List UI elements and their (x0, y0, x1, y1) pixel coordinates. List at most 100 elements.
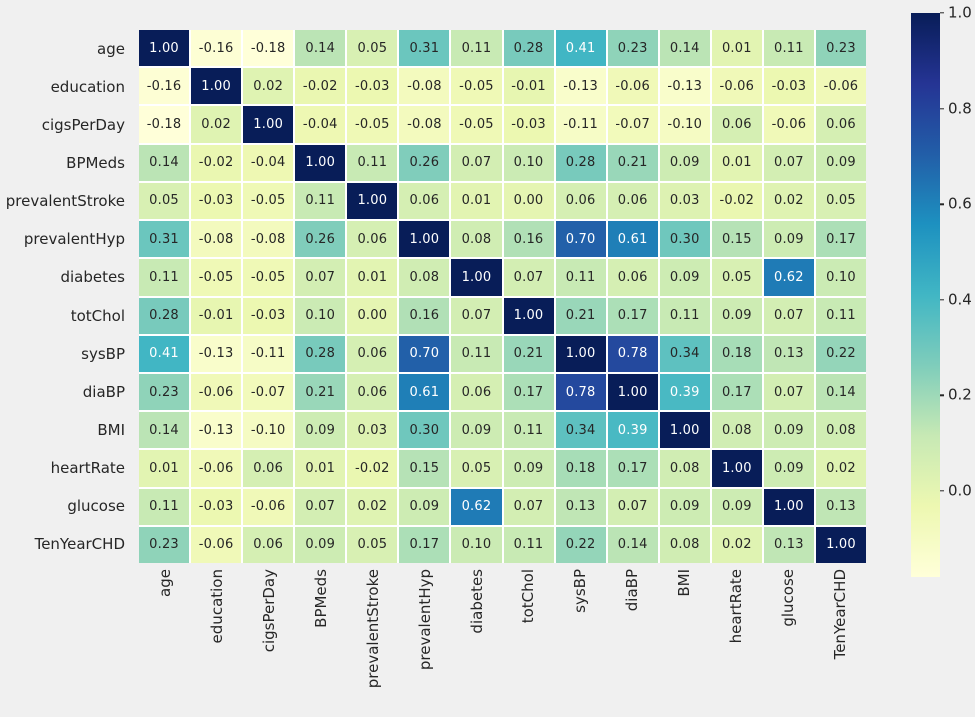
heatmap-cell: 0.02 (347, 488, 398, 525)
heatmap-cell: 0.18 (711, 335, 762, 372)
heatmap-cell: 0.09 (763, 450, 814, 487)
heatmap-cell: 0.17 (711, 373, 762, 411)
heatmap-cell: 0.13 (763, 526, 814, 563)
heatmap-cell: -0.03 (763, 68, 814, 105)
heatmap-grid: 1.00 -0.16 -0.18 0.14 0.05 0.31 0.11 0.28 0.41 0.… (139, 30, 866, 563)
heatmap-cell: 0.07 (451, 144, 502, 181)
heatmap-cell: 0.05 (451, 450, 502, 487)
heatmap-cell: -0.13 (555, 68, 606, 105)
heatmap-cell: -0.01 (191, 297, 242, 334)
heatmap-cell: 1.00 (555, 335, 606, 372)
heatmap-cell: 0.05 (815, 182, 866, 220)
heatmap-cell: 0.34 (659, 335, 710, 372)
colorbar-gradient (911, 13, 940, 577)
colorbar-tick-mark (940, 299, 944, 301)
heatmap-cell: 0.26 (295, 221, 346, 258)
heatmap-cell: 0.01 (295, 450, 346, 487)
heatmap-cell: 0.31 (399, 30, 450, 67)
heatmap-cell: 0.23 (139, 373, 190, 411)
heatmap-cell: 0.09 (659, 259, 710, 296)
heatmap-cell: -0.13 (191, 335, 242, 372)
heatmap-cell: -0.18 (139, 106, 190, 143)
heatmap-cell: -0.11 (555, 106, 606, 143)
heatmap-cell: -0.02 (711, 182, 762, 220)
heatmap-cell: 0.00 (503, 182, 554, 220)
heatmap-cell: 1.00 (243, 106, 294, 143)
heatmap-cell: 0.30 (659, 221, 710, 258)
heatmap-cell: 0.08 (711, 412, 762, 449)
heatmap-cell: 0.11 (139, 259, 190, 296)
heatmap-cell: 0.28 (295, 335, 346, 372)
heatmap-cell: -0.05 (243, 259, 294, 296)
heatmap-cell: 0.17 (607, 450, 658, 487)
heatmap-cell: 0.21 (295, 373, 346, 411)
heatmap-cell: -0.08 (243, 221, 294, 258)
colorbar-tick-label: 0.2 (948, 385, 972, 404)
heatmap-cell: 0.70 (399, 335, 450, 372)
colorbar-tick-mark (940, 490, 944, 492)
x-tick-label: BPMeds (311, 569, 330, 628)
heatmap-cell: 0.07 (607, 488, 658, 525)
heatmap-cell: 0.02 (711, 526, 762, 563)
heatmap-cell: 0.11 (139, 488, 190, 525)
heatmap-cell: 0.14 (659, 30, 710, 67)
y-tick-label: heartRate (50, 458, 125, 477)
heatmap-cell: 0.02 (815, 450, 866, 487)
heatmap-cell: 0.10 (295, 297, 346, 334)
heatmap-cell: 0.13 (763, 335, 814, 372)
heatmap-cell: 0.14 (815, 373, 866, 411)
heatmap-cell: 0.28 (503, 30, 554, 67)
heatmap-cell: 0.61 (607, 221, 658, 258)
y-tick-label: TenYearCHD (34, 534, 125, 553)
heatmap-cell: 0.09 (295, 526, 346, 563)
heatmap-cell: 0.11 (295, 182, 346, 220)
heatmap-cell: 0.01 (451, 182, 502, 220)
heatmap-cell: 0.11 (451, 30, 502, 67)
heatmap-cell: 1.00 (763, 488, 814, 525)
heatmap-cell: 0.08 (451, 221, 502, 258)
heatmap-cell: 0.28 (139, 297, 190, 334)
heatmap-cell: 0.07 (503, 259, 554, 296)
y-tick-label: glucose (67, 496, 125, 515)
x-tick-label: cigsPerDay (259, 569, 278, 653)
colorbar-tick-label: 0.6 (948, 194, 972, 213)
heatmap-cell: 0.09 (659, 488, 710, 525)
heatmap-cell: 0.09 (295, 412, 346, 449)
heatmap-cell: 0.23 (139, 526, 190, 563)
heatmap-cell: 1.00 (295, 144, 346, 181)
heatmap-cell: 0.21 (503, 335, 554, 372)
heatmap-cell: -0.18 (243, 30, 294, 67)
heatmap-cell: 1.00 (139, 30, 190, 67)
heatmap-cell: 0.02 (763, 182, 814, 220)
heatmap-cell: 0.11 (763, 30, 814, 67)
heatmap-cell: 0.09 (711, 488, 762, 525)
heatmap-cell: 0.07 (451, 297, 502, 334)
y-tick-label: age (97, 40, 125, 59)
y-tick-label: prevalentStroke (5, 192, 125, 211)
heatmap-cell: -0.04 (295, 106, 346, 143)
x-tick-label: heartRate (727, 569, 746, 644)
heatmap-cell: 0.09 (763, 412, 814, 449)
x-tick-label: diaBP (623, 569, 642, 612)
colorbar-tick-mark (940, 394, 944, 397)
heatmap-cell: -0.07 (607, 106, 658, 143)
heatmap-cell: 0.22 (555, 526, 606, 563)
heatmap-cell: -0.06 (607, 68, 658, 105)
heatmap-cell: -0.16 (191, 30, 242, 67)
heatmap-cell: 0.00 (347, 297, 398, 334)
heatmap-cell: 0.39 (659, 373, 710, 411)
heatmap-cell: -0.03 (503, 106, 554, 143)
heatmap-cell: 0.23 (815, 30, 866, 67)
colorbar-tick-mark (940, 107, 944, 110)
heatmap-cell: -0.06 (191, 526, 242, 563)
heatmap-cell: -0.11 (243, 335, 294, 372)
heatmap-cell: 0.01 (139, 450, 190, 487)
heatmap-cell: 0.07 (763, 144, 814, 181)
x-tick-label: education (207, 569, 226, 644)
heatmap-cell: 0.08 (815, 412, 866, 449)
heatmap-cell: 0.14 (295, 30, 346, 67)
heatmap-cell: 0.21 (555, 297, 606, 334)
heatmap-cell: 0.07 (295, 259, 346, 296)
heatmap-cell: 0.08 (659, 450, 710, 487)
